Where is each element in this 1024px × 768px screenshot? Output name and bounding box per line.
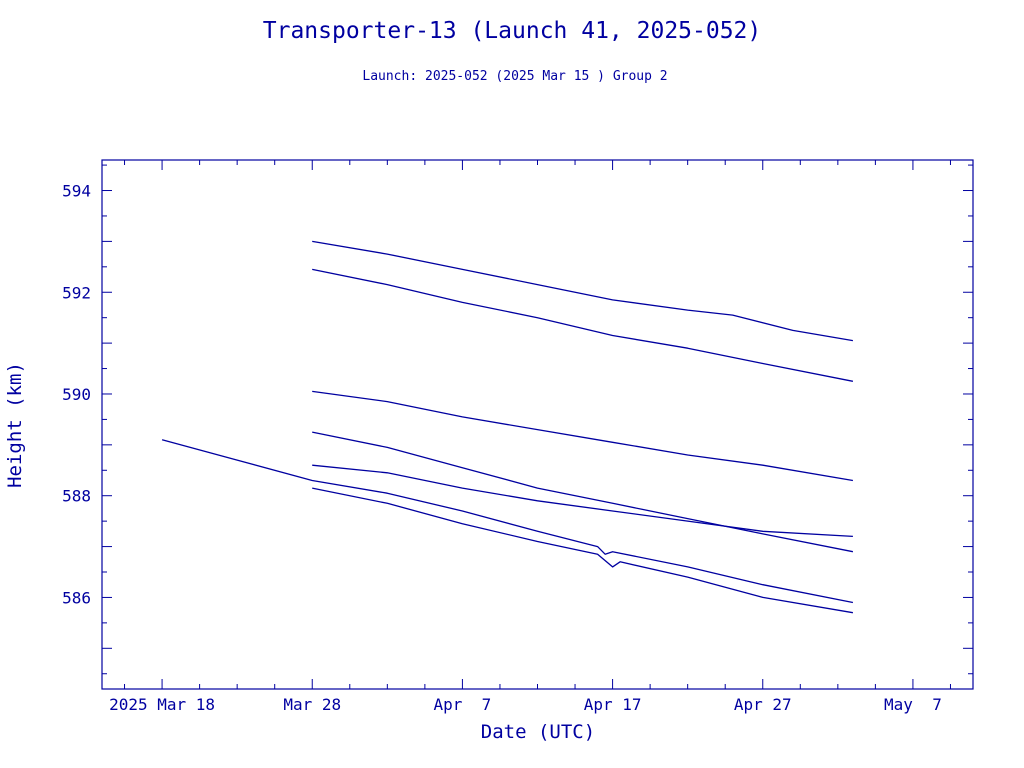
axis-ticks: [102, 160, 973, 689]
series-line-5: [312, 464, 853, 538]
chart-title: Transporter-13 (Launch 41, 2025-052): [263, 18, 762, 44]
y-tick-label: 586: [62, 588, 91, 607]
x-tick-label: Apr 27: [734, 695, 792, 714]
y-tick-label: 592: [62, 283, 91, 302]
y-tick-label: 590: [62, 385, 91, 404]
y-tick-label: 594: [62, 182, 91, 201]
x-axis-label: Date (UTC): [481, 721, 595, 743]
series-line-3: [312, 390, 854, 482]
x-tick-label: Apr 17: [584, 695, 642, 714]
series-line-1: [312, 240, 854, 342]
series-line-7: [312, 487, 854, 614]
series-line-2: [312, 268, 854, 382]
x-tick-label: Apr 7: [434, 695, 492, 714]
x-tick-label: Mar 28: [283, 695, 341, 714]
series-layer: [161, 240, 854, 614]
y-tick-label: 588: [62, 487, 91, 506]
series-line-6: [161, 439, 854, 604]
x-tick-label: May 7: [884, 695, 942, 714]
chart-subtitle: Launch: 2025-052 (2025 Mar 15 ) Group 2: [362, 69, 667, 84]
y-axis-label: Height (km): [4, 362, 26, 488]
plot-frame: [101, 159, 974, 690]
x-tick-labels: 2025 Mar 18 Mar 28 Apr 7 Apr 17 Apr 27 May 7: [109, 695, 942, 714]
series-line-4: [312, 431, 854, 553]
y-tick-labels: 586 588 590 592 594: [62, 182, 91, 608]
x-tick-label: 2025 Mar 18: [109, 695, 215, 714]
